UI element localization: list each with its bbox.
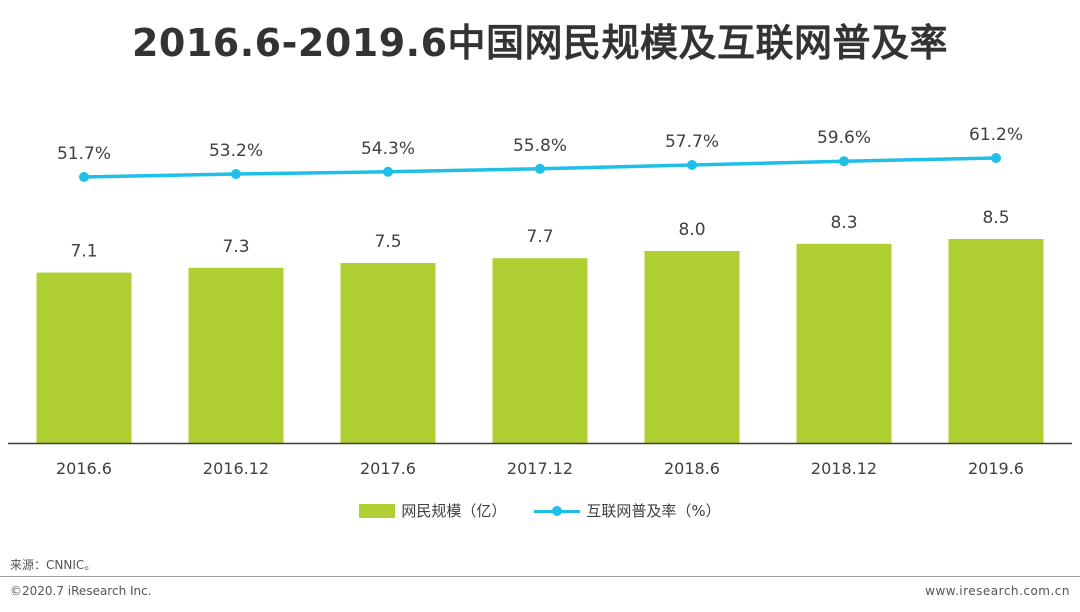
bar-2016.12 [188, 267, 284, 443]
line-point [79, 172, 89, 182]
x-tick-label: 2016.12 [203, 459, 269, 478]
line-point [687, 160, 697, 170]
x-tick-label: 2016.6 [56, 459, 112, 478]
bar-2018.12 [796, 243, 892, 443]
chart-canvas: 7.1 2016.6 7.3 2016.12 7.5 2017.6 7.7 2017.12 8.… [8, 125, 1072, 478]
line-value-label: 57.7% [665, 132, 719, 152]
x-tick-label: 2017.6 [360, 459, 416, 478]
line-value-label: 61.2% [969, 125, 1023, 145]
line-point [231, 169, 241, 179]
x-tick-label: 2017.12 [507, 459, 573, 478]
bar-2016.6 [36, 272, 132, 443]
bar-value-label: 7.3 [222, 237, 249, 257]
line-value-label: 59.6% [817, 128, 871, 148]
copyright-text: ©2020.7 iResearch Inc. [10, 584, 152, 598]
legend-line-label: 互联网普及率（%） [586, 502, 721, 520]
bar-value-label: 8.3 [830, 213, 857, 233]
legend-line-swatch [534, 504, 581, 518]
chart-legend: 网民规模（亿） 互联网普及率（%） [0, 500, 1080, 521]
bar-value-label: 7.5 [374, 232, 401, 252]
bar-2017.12 [492, 258, 588, 443]
line-value-label: 55.8% [513, 136, 567, 156]
line-point [383, 166, 393, 177]
chart-title: 2016.6-2019.6中国网民规模及互联网普及率 [131, 21, 949, 65]
website-link[interactable]: www.iresearch.com.cn [925, 584, 1070, 598]
line-value-label: 53.2% [209, 141, 263, 161]
line-value-label: 54.3% [361, 139, 415, 159]
bar-2019.6 [948, 239, 1044, 443]
line-point [535, 163, 545, 174]
x-tick-label: 2018.6 [664, 459, 720, 478]
bar-2018.6 [644, 251, 740, 443]
source-note: 来源：CNNIC。 [10, 558, 97, 572]
line-point [991, 153, 1001, 163]
legend-item-line: 互联网普及率（%） [534, 500, 721, 521]
x-tick-label: 2018.12 [811, 459, 877, 478]
legend-item-bar: 网民规模（亿） [359, 500, 506, 521]
bar-value-label: 7.7 [526, 227, 553, 247]
bar-value-label: 8.5 [982, 208, 1009, 228]
line-point [839, 156, 849, 167]
x-tick-label: 2019.6 [968, 459, 1024, 478]
footer-divider [0, 576, 1080, 577]
bar-2017.6 [340, 263, 436, 443]
bar-value-label: 7.1 [70, 242, 97, 262]
legend-bar-label: 网民规模（亿） [401, 502, 507, 520]
legend-bar-swatch [359, 503, 396, 518]
bar-value-label: 8.0 [678, 220, 705, 240]
line-value-label: 51.7% [57, 144, 111, 164]
